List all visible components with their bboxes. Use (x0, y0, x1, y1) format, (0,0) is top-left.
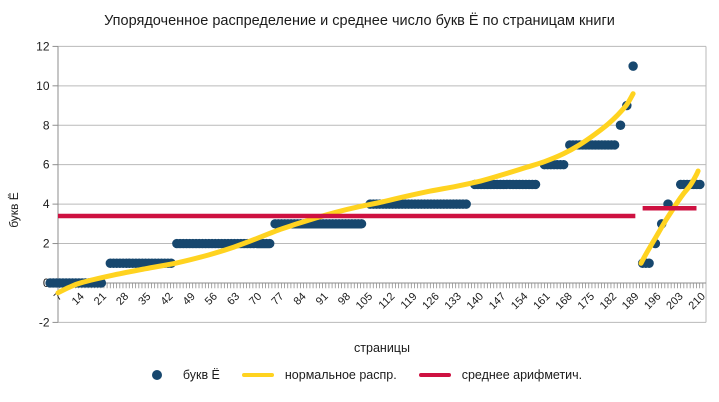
legend-label-normal: нормальное распр. (284, 368, 397, 382)
x-tick-label: 126 (420, 291, 441, 312)
x-tick-label: 133 (442, 291, 463, 312)
y-tick-label: 12 (36, 39, 50, 53)
x-tick-label: 154 (509, 291, 530, 312)
x-axis-title: страницы (354, 341, 410, 355)
normal-curve (638, 168, 701, 266)
legend-label-letters: букв Ё (182, 368, 220, 382)
x-tick-label: 175 (576, 291, 597, 312)
x-tick-label: 70 (247, 291, 264, 308)
normal-curve (55, 91, 636, 296)
x-tick-label: 21 (92, 291, 109, 308)
x-tick-label: 168 (553, 291, 574, 312)
x-tick-label: 196 (642, 291, 663, 312)
chart-title: Упорядоченное распределение и среднее чи… (104, 13, 615, 29)
legend-item-mean: среднее арифметич. (418, 368, 583, 382)
x-tick-label: 182 (598, 291, 619, 312)
legend-label-mean: среднее арифметич. (461, 368, 583, 382)
x-tick-label: 42 (158, 291, 175, 308)
legend-item-normal: нормальное распр. (241, 368, 397, 382)
x-tick-label: 105 (354, 291, 375, 312)
normal-line-icon (241, 372, 274, 378)
y-tick-label: 8 (43, 118, 50, 132)
x-tick-label: 28 (114, 291, 131, 308)
x-tick-label: 119 (399, 291, 420, 312)
x-tick-label: 91 (314, 291, 331, 308)
scatter-marker-icon (151, 370, 162, 380)
y-tick-label: 6 (43, 158, 50, 172)
x-tick-label: 203 (664, 291, 685, 312)
x-tick-label: 63 (225, 291, 242, 308)
x-tick-label: 35 (136, 291, 153, 308)
x-tick-label: 147 (487, 291, 508, 312)
x-tick-label: 189 (620, 291, 641, 312)
x-tick-label: 14 (70, 291, 87, 308)
scatter-point (628, 61, 638, 71)
mean-line-icon (418, 372, 451, 378)
x-tick-label: 140 (465, 291, 486, 312)
y-tick-label: 10 (36, 79, 50, 93)
y-tick-label: 4 (43, 197, 50, 211)
y-tick-label: -2 (39, 315, 50, 329)
legend-item-letters: букв Ё (142, 368, 220, 382)
x-tick-label: 112 (377, 291, 398, 312)
x-tick-label: 49 (181, 291, 198, 308)
x-tick-label: 56 (203, 291, 220, 308)
x-tick-label: 98 (336, 291, 353, 308)
x-tick-label: 210 (686, 291, 707, 312)
y-axis-title: букв Ё (7, 192, 21, 228)
legend: букв Ё нормальное распр. среднее арифмет… (38, 368, 686, 382)
x-tick-label: 77 (269, 291, 286, 308)
x-tick-label: 84 (292, 291, 309, 308)
x-tick-label: 161 (531, 291, 552, 312)
y-tick-label: 2 (43, 237, 50, 251)
